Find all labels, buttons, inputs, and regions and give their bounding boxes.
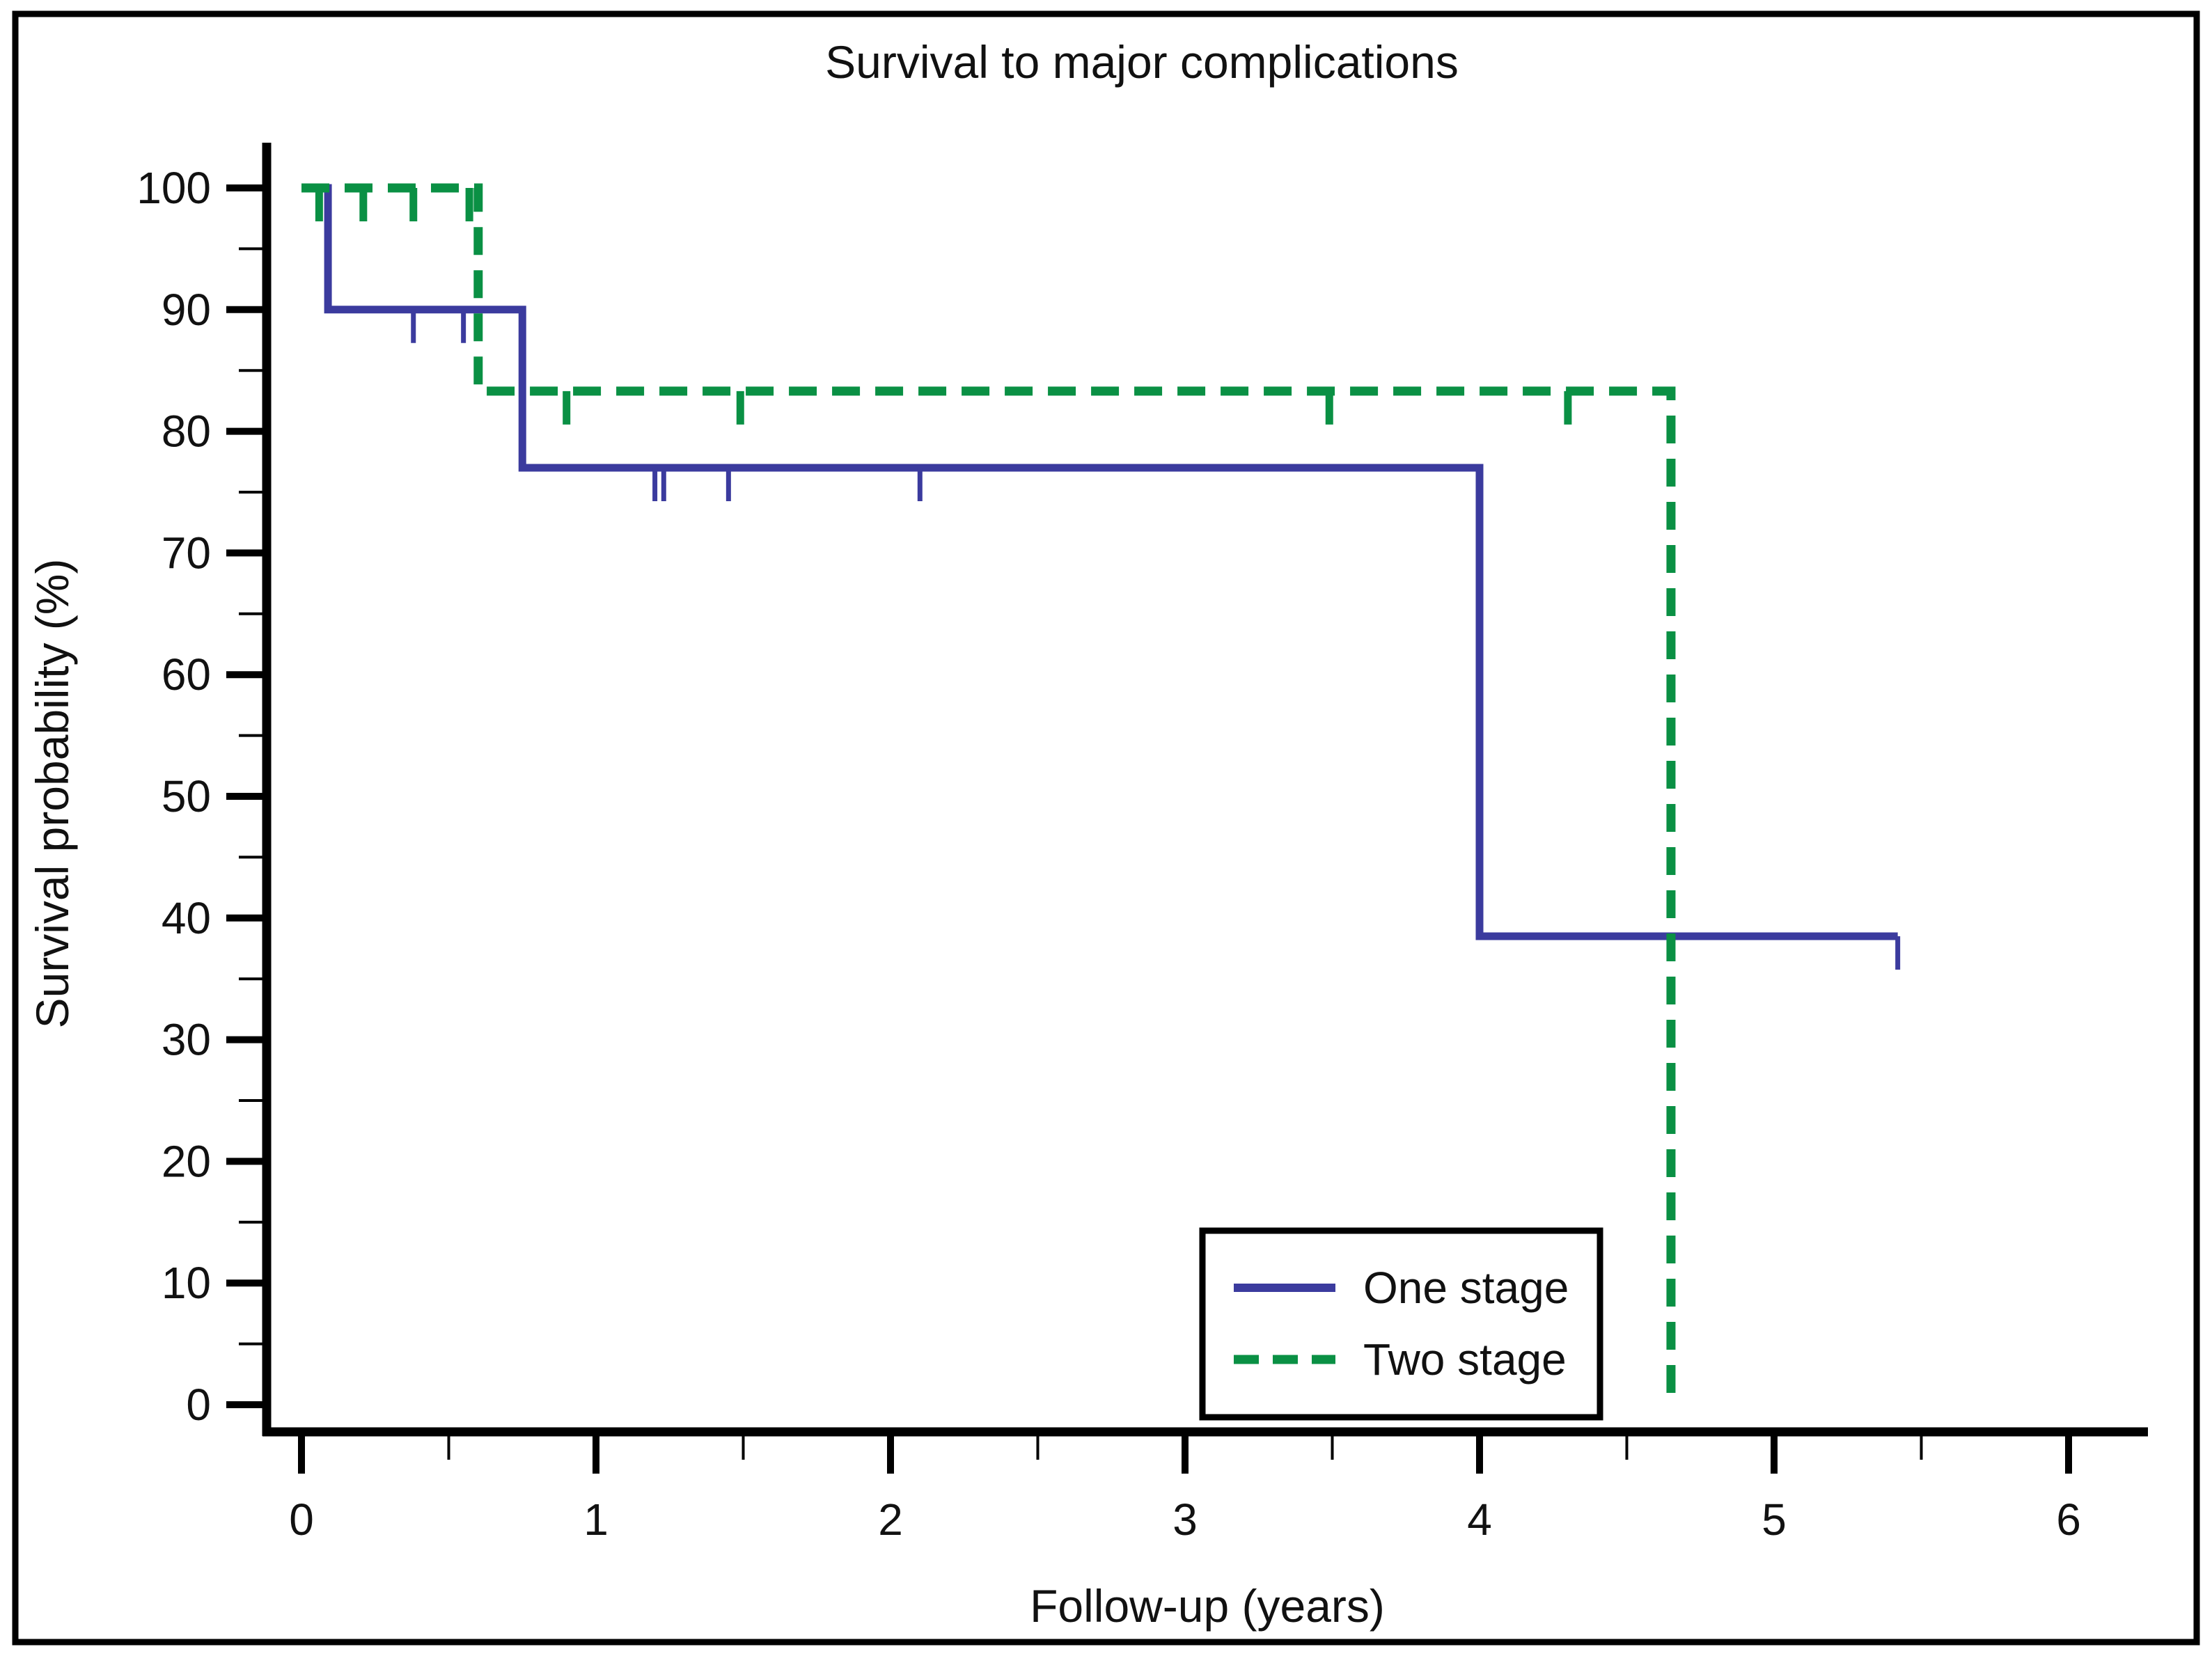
y-tick-label: 50 xyxy=(162,771,211,821)
legend: One stage Two stage xyxy=(1199,1227,1603,1421)
x-tick-label: 5 xyxy=(1762,1495,1787,1545)
y-tick-label: 100 xyxy=(136,163,211,213)
y-tick-label: 70 xyxy=(162,528,211,578)
x-tick-label: 4 xyxy=(1467,1495,1492,1545)
y-tick-label: 10 xyxy=(162,1258,211,1308)
series-lines xyxy=(301,183,1901,1396)
x-tick-label: 6 xyxy=(2056,1495,2081,1545)
chart-title: Survival to major complications xyxy=(825,36,1459,88)
x-axis-label: Follow-up (years) xyxy=(1030,1580,1385,1632)
x-tick-label: 0 xyxy=(289,1495,314,1545)
y-tick-label: 20 xyxy=(162,1136,211,1186)
survival-curve xyxy=(301,183,1676,1396)
survival-curve xyxy=(301,184,1898,940)
y-axis-label: Survival probability (%) xyxy=(26,559,78,1029)
x-tick-label: 2 xyxy=(878,1495,903,1545)
y-tick-label: 80 xyxy=(162,407,211,457)
y-tick-label: 40 xyxy=(162,893,211,943)
y-tick-label: 0 xyxy=(186,1380,211,1430)
legend-box xyxy=(1199,1227,1603,1421)
legend-label-one-stage: One stage xyxy=(1363,1263,1569,1313)
legend-label-two-stage: Two stage xyxy=(1363,1334,1567,1385)
x-tick-label: 1 xyxy=(583,1495,609,1545)
figure-border xyxy=(12,10,2200,1646)
y-tick-label: 90 xyxy=(162,285,211,335)
y-tick-label: 60 xyxy=(162,649,211,700)
y-tick-label: 30 xyxy=(162,1015,211,1065)
series-two-stage xyxy=(301,183,1676,1396)
series-one-stage xyxy=(301,184,1901,970)
x-tick-label: 3 xyxy=(1172,1495,1198,1545)
